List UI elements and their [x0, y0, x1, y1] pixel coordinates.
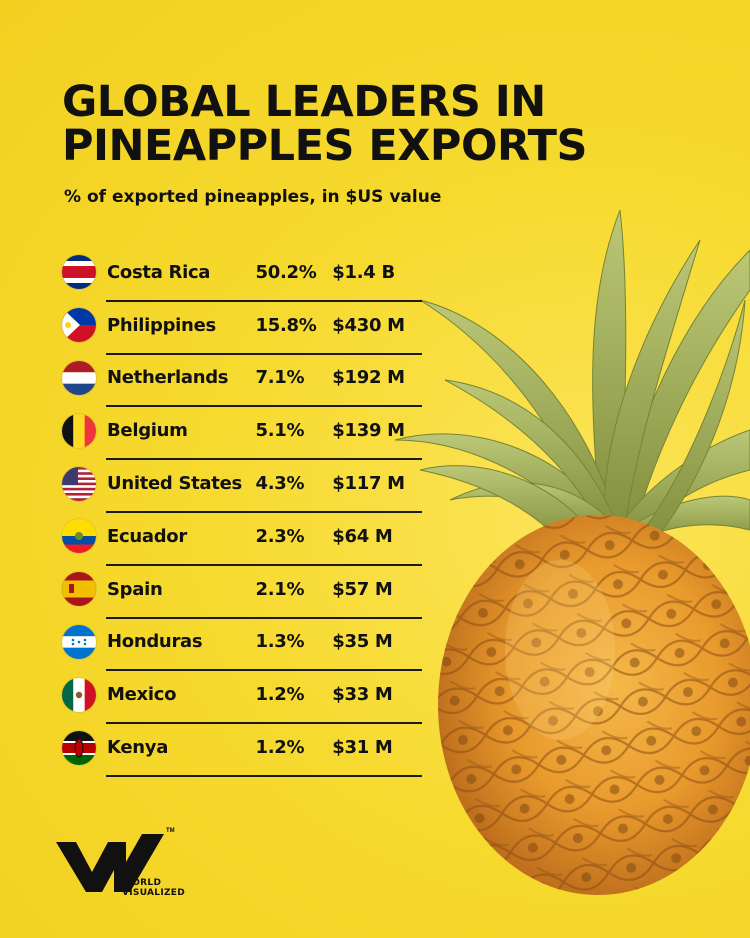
row-divider [106, 563, 422, 566]
export-value: $117 M [332, 473, 405, 495]
country-name: Netherlands [107, 367, 229, 389]
export-table: Costa Rica 50.2% $1.4 B Philippines 15.8% $43… [62, 250, 422, 778]
brand-line-1: WORLD [122, 878, 162, 888]
export-value: $57 M [332, 578, 393, 600]
costa-rica-flag-icon [62, 255, 96, 290]
country-name: Honduras [107, 631, 203, 653]
row-divider [106, 510, 422, 513]
export-share: 50.2% [255, 261, 317, 283]
export-value: $31 M [332, 737, 393, 759]
country-name: Ecuador [107, 525, 187, 547]
row-divider [106, 458, 422, 461]
chart-title: GLOBAL LEADERS IN PINEAPPLES EXPORTS [62, 80, 587, 168]
table-row: Philippines 15.8% $430 M [62, 303, 422, 356]
export-value: $1.4 B [332, 261, 395, 283]
chart-subtitle: % of exported pineapples, in $US value [64, 187, 442, 207]
export-value: $33 M [332, 684, 393, 706]
netherlands-flag-icon [62, 360, 96, 395]
belgium-flag-icon [62, 413, 96, 448]
country-name: United States [107, 473, 242, 495]
trademark-mark: TM [166, 828, 175, 834]
honduras-flag-icon [62, 624, 96, 659]
export-share: 2.3% [255, 525, 305, 547]
table-row: Costa Rica 50.2% $1.4 B [62, 250, 422, 303]
country-name: Costa Rica [107, 261, 211, 283]
table-row: United States 4.3% $117 M [62, 461, 422, 514]
table-row: Belgium 5.1% $139 M [62, 408, 422, 461]
export-value: $64 M [332, 525, 393, 547]
ecuador-flag-icon [62, 519, 96, 554]
table-row: Netherlands 7.1% $192 M [62, 356, 422, 409]
export-share: 1.3% [255, 631, 305, 653]
country-name: Kenya [107, 737, 169, 759]
country-name: Spain [107, 578, 163, 600]
row-divider [106, 722, 422, 725]
table-row: Kenya 1.2% $31 M [62, 725, 422, 778]
row-divider [106, 405, 422, 408]
row-divider [106, 774, 422, 777]
export-value: $430 M [332, 314, 405, 336]
export-share: 7.1% [255, 367, 305, 389]
export-share: 1.2% [255, 684, 305, 706]
row-divider [106, 669, 422, 672]
mexico-flag-icon [62, 677, 96, 712]
world-visualized-logo [56, 834, 164, 892]
row-divider [106, 616, 422, 619]
spain-flag-icon [62, 572, 96, 607]
export-share: 1.2% [255, 737, 305, 759]
export-value: $139 M [332, 420, 405, 442]
export-share: 5.1% [255, 420, 305, 442]
united-states-flag-icon [62, 466, 96, 501]
row-divider [106, 299, 422, 302]
kenya-flag-icon [62, 730, 96, 765]
table-row: Mexico 1.2% $33 M [62, 672, 422, 725]
export-share: 2.1% [255, 578, 305, 600]
export-share: 4.3% [255, 473, 305, 495]
brand-name: WORLD VISUALIZED [122, 878, 185, 898]
row-divider [106, 352, 422, 355]
table-row: Spain 2.1% $57 M [62, 567, 422, 620]
export-share: 15.8% [255, 314, 317, 336]
table-row: Honduras 1.3% $35 M [62, 620, 422, 673]
title-line-1: GLOBAL LEADERS IN [62, 77, 546, 127]
title-line-2: PINEAPPLES EXPORTS [62, 121, 587, 171]
export-value: $192 M [332, 367, 405, 389]
export-value: $35 M [332, 631, 393, 653]
country-name: Philippines [107, 314, 216, 336]
brand-line-2: VISUALIZED [122, 888, 186, 898]
philippines-flag-icon [62, 308, 96, 343]
country-name: Mexico [107, 684, 177, 706]
table-row: Ecuador 2.3% $64 M [62, 514, 422, 567]
country-name: Belgium [107, 420, 188, 442]
